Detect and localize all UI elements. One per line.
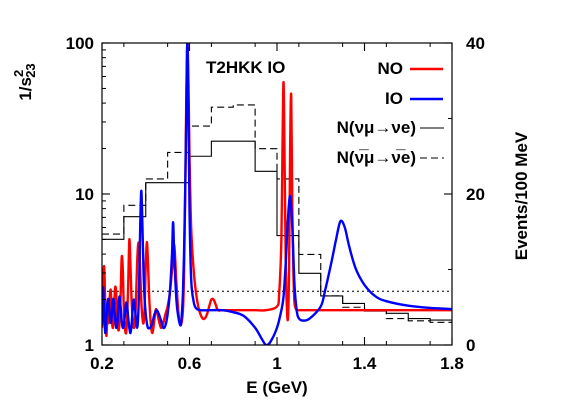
y-left-axis-title-sup: 2 [11,70,26,77]
x-tick-label: 1.8 [440,354,464,373]
x-tick-label: 1.4 [353,354,377,373]
tick-layer: 0.2 0.6 1 1.4 1.8 1 10 100 0 20 40 [66,34,485,373]
y-right-axis-title: Events/100 MeV [512,131,531,260]
x-tick-label: 0.2 [90,354,114,373]
curve-io [102,43,452,345]
legend-label-no: NO [378,59,404,78]
y-right-tick-label: 20 [466,185,485,204]
legend: NO IO N(νμ→νe) N(ν̅μ→ν̅e) [337,59,444,167]
histogram-antinu-mu-to-antinu-e [102,104,452,323]
legend-label-io: IO [385,89,403,108]
y-left-tick-label: 10 [75,185,94,204]
y-left-axis-title-part: 1/s [16,77,35,101]
series-layer [102,43,452,345]
legend-label-nu: N(νμ→νe) [337,118,416,137]
chart-title: T2HKK IO [206,58,285,77]
y-right-tick-label: 0 [466,336,475,355]
y-right-tick-label: 40 [466,34,485,53]
y-left-tick-label: 1 [85,336,94,355]
x-tick-label: 0.6 [178,354,202,373]
y-left-axis-title-sub: 23 [23,63,38,77]
y-left-tick-label: 100 [66,34,94,53]
legend-label-nubar: N(ν̅μ→ν̅e) [337,148,416,167]
x-axis-title: E (GeV) [246,378,307,397]
y-left-axis-title: 1/s223 [11,63,38,100]
x-tick-label: 1 [272,354,281,373]
